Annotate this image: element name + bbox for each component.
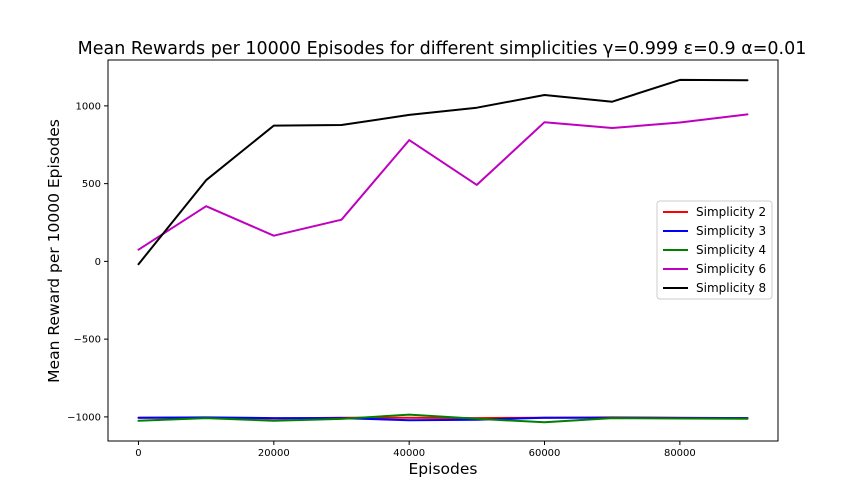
plot-frame (107, 59, 779, 442)
y-tick-label: −500 (74, 335, 101, 346)
series-line-simplicity-4 (137, 413, 749, 424)
tick-layer: 0 20000 40000 60000 80000 −1000 −500 0 500 1000 (67, 101, 696, 459)
y-tick-label: 500 (82, 179, 101, 190)
legend-label: Simplicity 3 (696, 224, 766, 238)
chart-title: Mean Rewards per 10000 Episodes for diff… (78, 39, 807, 59)
x-axis-label: Episodes (409, 460, 478, 478)
legend-label: Simplicity 4 (696, 243, 766, 257)
x-tick-label: 60000 (529, 448, 561, 459)
series-line-simplicity-6 (137, 113, 749, 251)
x-tick-label: 40000 (393, 448, 425, 459)
legend: Simplicity 2 Simplicity 3 Simplicity 4 Simp… (656, 200, 773, 300)
y-tick-label: 0 (95, 257, 101, 268)
legend-label: Simplicity 2 (696, 205, 766, 219)
y-tick-label: 1000 (76, 101, 101, 112)
legend-label: Simplicity 8 (696, 281, 766, 295)
y-tick-label: −1000 (67, 412, 101, 423)
x-tick-label: 20000 (258, 448, 290, 459)
legend-box (656, 200, 773, 300)
x-tick-label: 0 (135, 448, 141, 459)
series-line-simplicity-8 (137, 78, 749, 266)
legend-label: Simplicity 6 (696, 262, 766, 276)
x-tick-label: 80000 (664, 448, 696, 459)
y-axis-label: Mean Reward per 10000 Episodes (45, 119, 63, 383)
series-layer (137, 78, 749, 424)
